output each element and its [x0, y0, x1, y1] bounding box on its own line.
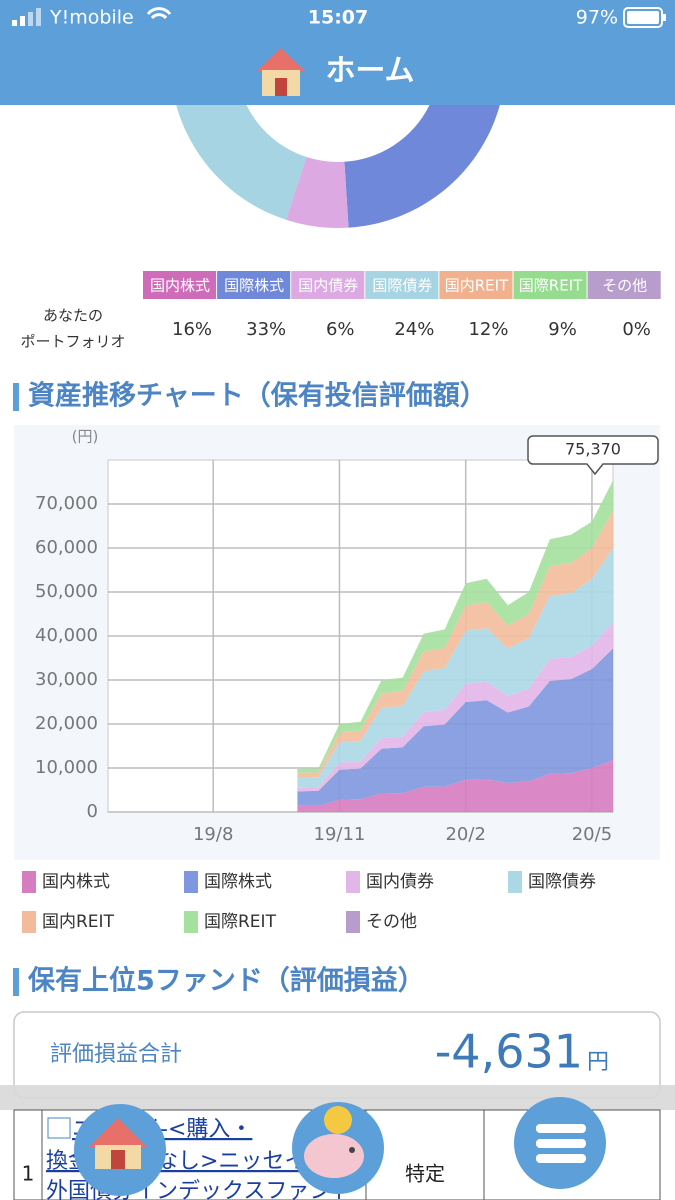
legend-label: 国際株式: [204, 872, 272, 892]
legend-swatch: [346, 871, 360, 893]
donut-slice: [286, 157, 349, 228]
fund-badge: [47, 1117, 71, 1139]
row-label: あなたの: [43, 307, 103, 325]
legend-swatch: [346, 911, 360, 933]
share-label: 16%: [172, 319, 212, 340]
y-tick-label: 20,000: [35, 713, 98, 734]
category-cell: [365, 271, 439, 299]
category-label: 国際株式: [224, 277, 284, 295]
header-title: ホーム: [325, 54, 414, 89]
share-label: 9%: [548, 319, 577, 340]
total-value: -4,631: [435, 1025, 583, 1079]
x-tick-label: 20/5: [572, 824, 612, 845]
area-series: [297, 548, 613, 788]
category-cell: [217, 271, 291, 299]
rank: 1: [22, 1162, 35, 1186]
legend-swatch: [508, 871, 522, 893]
category-label: 国内債券: [298, 277, 358, 295]
y-tick-label: 30,000: [35, 669, 98, 690]
callout-label: 75,370: [565, 440, 621, 459]
legend-label: 国内株式: [42, 872, 110, 892]
share-label: 12%: [468, 319, 508, 340]
category-label: 国内株式: [150, 277, 210, 295]
legend-swatch: [22, 911, 36, 933]
account-type: 特定: [405, 1162, 445, 1186]
section-title: 保有上位5ファンド（評価損益）: [27, 965, 425, 997]
category-label: その他: [602, 277, 647, 295]
header-bar: [0, 0, 675, 105]
row-label: ポートフォリオ: [20, 333, 125, 351]
y-unit: (円): [72, 428, 99, 446]
legend-label: 国際債券: [528, 872, 596, 892]
y-tick-label: 10,000: [35, 757, 98, 778]
share-label: 33%: [246, 319, 286, 340]
battery-level: 97%: [576, 7, 618, 29]
category-label: 国内REIT: [445, 277, 509, 295]
category-label: 国際債券: [372, 277, 432, 295]
share-label: 0%: [622, 319, 651, 340]
nav-home-button[interactable]: [74, 1104, 166, 1196]
x-tick-label: 19/8: [193, 824, 233, 845]
nav-savings-button[interactable]: [292, 1102, 384, 1194]
area-series: [297, 480, 613, 773]
area-series: [297, 622, 613, 792]
total-label: 評価損益合計: [50, 1042, 182, 1067]
legend-label: 国内REIT: [42, 912, 115, 932]
section-marker: [13, 968, 19, 996]
home-icon: [256, 48, 306, 96]
y-tick-label: 40,000: [35, 625, 98, 646]
category-cell: [587, 271, 661, 299]
legend-swatch: [184, 871, 198, 893]
category-cell: [439, 271, 513, 299]
clock: 15:07: [308, 7, 368, 29]
share-label: 6%: [326, 319, 355, 340]
callout-box: [527, 435, 659, 476]
share-label: 24%: [394, 319, 434, 340]
signal-icon: [12, 8, 41, 26]
y-tick-label: 60,000: [35, 537, 98, 558]
legend-label: 国際REIT: [204, 912, 277, 932]
carrier: Y!mobile: [49, 7, 134, 29]
x-tick-label: 20/2: [445, 824, 485, 845]
legend-swatch: [184, 911, 198, 933]
area-chart: 0 10,000 20,000 30,000 40,000 50,000 60,000 70,…: [35, 435, 659, 845]
area-series: [297, 648, 613, 806]
y-tick-label: 0: [87, 801, 98, 822]
battery-icon: [623, 7, 666, 28]
area-series: [297, 510, 613, 778]
y-tick-label: 50,000: [35, 581, 98, 602]
category-cell: [143, 271, 217, 299]
total-unit: 円: [587, 1050, 609, 1075]
section-title: 資産推移チャート（保有投信評価額）: [28, 380, 487, 412]
category-cell: [291, 271, 365, 299]
legend-swatch: [22, 871, 36, 893]
wifi-icon: [146, 7, 172, 20]
category-cell: [513, 271, 587, 299]
section-marker: [13, 383, 19, 411]
x-tick-label: 19/11: [314, 824, 366, 845]
legend-label: 国内債券: [366, 872, 434, 892]
nav-menu-button[interactable]: [514, 1097, 606, 1189]
category-label: 国際REIT: [519, 277, 583, 295]
y-tick-label: 70,000: [35, 493, 98, 514]
legend-label: その他: [366, 912, 417, 932]
area-series: [297, 760, 613, 812]
portfolio-table: 国内株式 16% 国際株式 33% 国内債券 6% 国際債券 24% 国内REIT 12% 国際RE…: [20, 271, 661, 351]
